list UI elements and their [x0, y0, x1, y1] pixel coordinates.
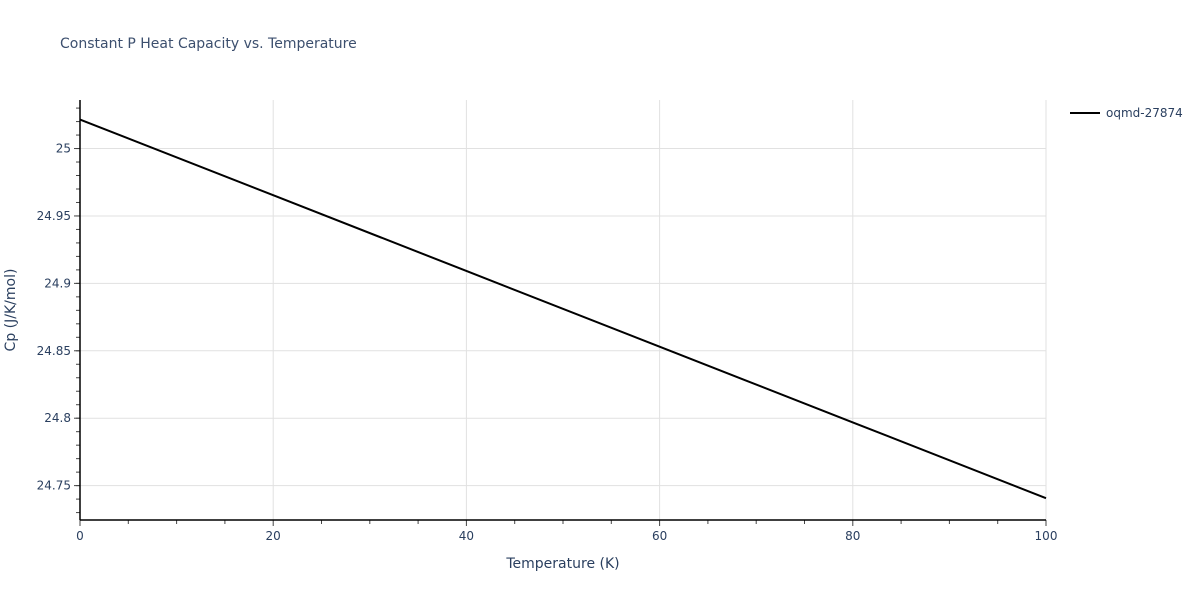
legend-item[interactable]: oqmd-27874 — [1070, 106, 1183, 120]
series-line[interactable] — [79, 118, 1047, 500]
series-lines — [79, 118, 1047, 500]
y-tick-label: 24.8 — [44, 411, 71, 425]
x-tick-label: 60 — [652, 529, 667, 543]
x-tick-label: 80 — [845, 529, 860, 543]
x-tick-label: 20 — [266, 529, 281, 543]
y-axis-label: Cp (J/K/mol) — [3, 269, 19, 352]
legend-label: oqmd-27874 — [1106, 106, 1183, 120]
x-tick-label: 100 — [1035, 529, 1058, 543]
legend-line-icon — [1070, 112, 1100, 114]
gridlines — [80, 100, 1047, 520]
y-tick-label: 25 — [56, 142, 71, 156]
chart-title: Constant P Heat Capacity vs. Temperature — [60, 36, 357, 52]
y-tick-label: 24.85 — [37, 344, 71, 358]
x-tick-label: 40 — [459, 529, 474, 543]
y-tick-label: 24.95 — [37, 209, 71, 223]
y-tick-label: 24.75 — [37, 479, 71, 493]
axes: 0 20 40 60 80 100 24.75 24.8 24.85 24.9 24.95 25 — [37, 100, 1058, 543]
y-tick-label: 24.9 — [44, 276, 71, 290]
x-axis-label: Temperature (K) — [505, 556, 619, 572]
x-tick-label: 0 — [76, 529, 84, 543]
